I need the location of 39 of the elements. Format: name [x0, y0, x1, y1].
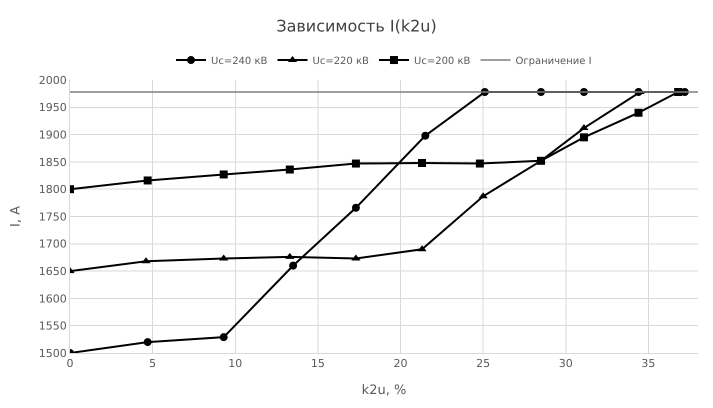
y-tick-label: 1700 [38, 238, 67, 251]
point [476, 160, 484, 168]
point [580, 133, 588, 142]
y-tick-label: 1600 [38, 292, 67, 306]
x-tick-label: 10 [228, 357, 242, 370]
x-tick-label: 30 [558, 357, 573, 370]
legend-label: Ограничение I [516, 56, 592, 67]
point [144, 176, 152, 184]
point [352, 204, 360, 212]
chart-title: Зависимость I(k2u) [276, 16, 437, 36]
point [289, 262, 298, 270]
y-tick-label: 1800 [38, 183, 67, 196]
point [220, 170, 228, 178]
point [286, 166, 294, 174]
point [352, 160, 360, 168]
x-axis-title: k2u, % [362, 382, 406, 398]
legend-label: Uc=220 кВ [312, 56, 370, 67]
legend-label: Uc=240 кВ [211, 56, 268, 67]
point [220, 333, 228, 342]
x-tick-label: 35 [641, 357, 656, 370]
x-tick-label: 5 [149, 357, 156, 370]
x-tick-label: 25 [476, 357, 490, 370]
y-tick-label: 2000 [38, 74, 67, 87]
y-tick-label: 1900 [38, 128, 67, 142]
point [418, 158, 426, 167]
x-tick-label: 0 [66, 357, 74, 370]
legend-label: Uc=200 кВ [414, 56, 471, 67]
y-tick-label: 1950 [38, 101, 67, 114]
y-tick-label: 1650 [38, 264, 67, 278]
point [144, 338, 152, 346]
y-tick-label: 1850 [38, 156, 67, 169]
y-tick-label: 1500 [38, 346, 67, 360]
y-axis-title: I, A [8, 206, 24, 227]
y-tick-label: 1750 [38, 210, 67, 224]
x-tick-label: 20 [394, 357, 408, 370]
point [634, 108, 643, 117]
y-tick-label: 1550 [38, 320, 67, 333]
x-tick-label: 15 [310, 357, 325, 370]
point [421, 132, 430, 140]
